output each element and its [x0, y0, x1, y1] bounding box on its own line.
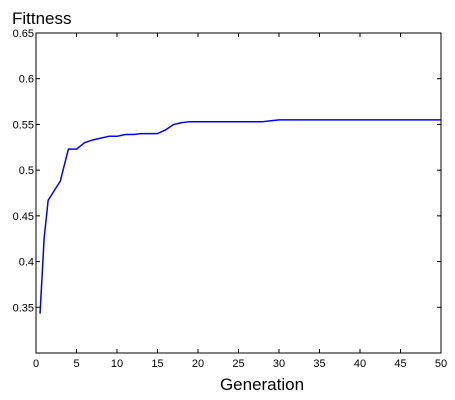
y-axis-ticks: 0.35 0.4 0.45 0.5 0.55 0.6 0.65 [13, 28, 441, 314]
x-axis-ticks: 0 5 10 15 20 25 30 35 40 45 50 [33, 33, 447, 370]
x-tick-label: 10 [111, 358, 123, 370]
y-tick-label: 0.4 [19, 257, 34, 269]
x-tick-label: 50 [435, 358, 447, 370]
y-tick-label: 0.55 [13, 119, 34, 131]
x-tick-label: 45 [394, 358, 406, 370]
y-tick-label: 0.6 [19, 74, 34, 86]
y-tick-label: 0.65 [13, 28, 34, 40]
x-tick-label: 25 [232, 358, 244, 370]
x-tick-label: 20 [192, 358, 204, 370]
y-tick-label: 0.35 [13, 302, 34, 314]
series-layer [39, 119, 441, 314]
x-tick-label: 30 [273, 358, 285, 370]
x-tick-label: 35 [313, 358, 325, 370]
y-tick-label: 0.45 [13, 211, 34, 223]
x-axis-label: Generation [220, 375, 304, 394]
x-tick-label: 5 [73, 358, 79, 370]
x-tick-label: 40 [354, 358, 366, 370]
y-tick-label: 0.5 [19, 165, 34, 177]
y-axis-label: Fittness [12, 9, 72, 28]
plot-area [35, 32, 442, 354]
x-tick-label: 0 [33, 358, 39, 370]
x-tick-label: 15 [151, 358, 163, 370]
fitness-series-line [39, 119, 441, 314]
